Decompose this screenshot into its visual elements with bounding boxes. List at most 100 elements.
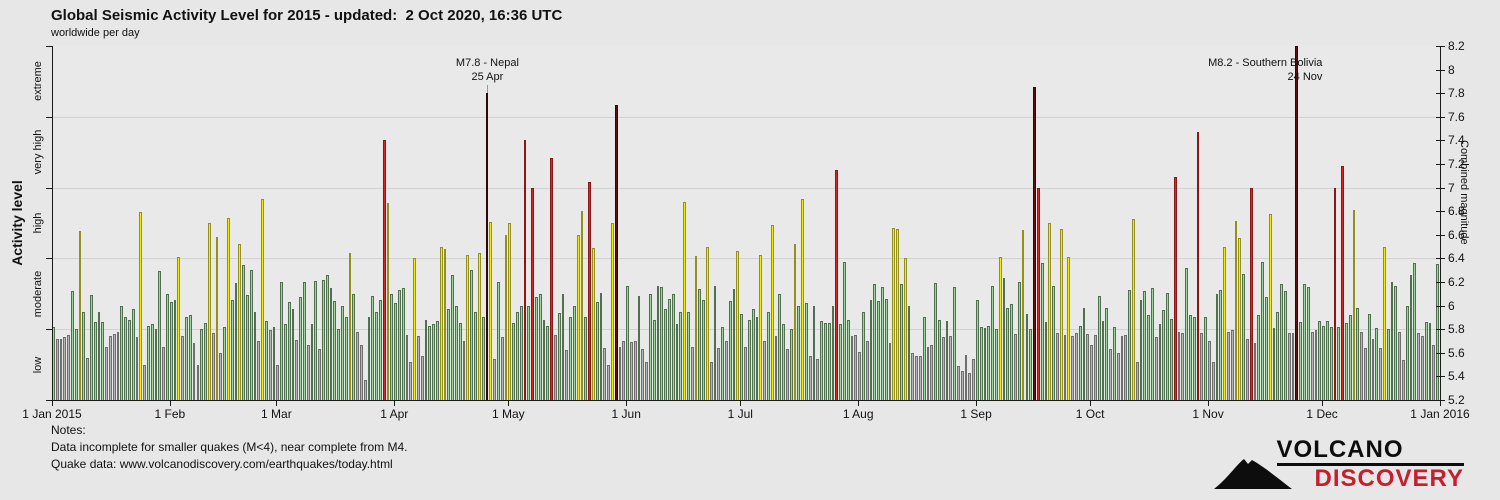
day-bar <box>211 332 215 400</box>
day-bar <box>1291 332 1295 400</box>
day-bar <box>687 311 690 400</box>
day-bar <box>1386 329 1390 400</box>
right-axis-tick <box>1436 93 1445 95</box>
day-bar <box>534 297 538 400</box>
day-bar <box>645 362 649 400</box>
day-bar <box>907 305 911 400</box>
day-bar <box>823 323 827 400</box>
day-bar <box>972 358 976 400</box>
day-bar <box>1196 132 1200 400</box>
day-bar <box>1413 263 1417 400</box>
day-bar <box>584 317 588 400</box>
day-bar <box>930 344 934 400</box>
day-bar <box>1135 362 1139 400</box>
right-axis-tick-label: 5.6 <box>1448 345 1465 360</box>
day-bar <box>291 309 295 400</box>
day-bar <box>1428 323 1432 400</box>
day-bar <box>527 305 531 400</box>
day-bar <box>1337 326 1341 400</box>
month-tick <box>394 400 396 406</box>
day-bar <box>78 231 82 400</box>
notes-heading: Notes: <box>51 423 86 437</box>
event-annotation: M7.8 - Nepal 25 Apr <box>455 57 519 83</box>
day-bar <box>656 285 660 400</box>
day-bar <box>318 349 321 400</box>
day-bar <box>880 286 884 400</box>
day-bar <box>124 317 128 400</box>
month-tick <box>1208 400 1210 406</box>
month-tick <box>52 400 53 406</box>
day-bar <box>394 303 398 400</box>
day-bar <box>261 199 264 400</box>
day-bar <box>580 211 584 400</box>
day-bar <box>915 356 919 400</box>
day-bar <box>55 338 59 400</box>
day-bar <box>523 140 527 400</box>
day-bar <box>698 289 702 400</box>
day-bar <box>74 329 78 400</box>
day-bar <box>1158 324 1162 400</box>
right-axis-tick-label: 8 <box>1448 62 1455 77</box>
day-bar <box>154 329 158 400</box>
activity-band-label: high <box>32 212 44 234</box>
left-axis-tick <box>46 400 52 401</box>
day-bar <box>1409 274 1413 400</box>
day-bar <box>588 181 591 400</box>
day-bar <box>553 335 557 400</box>
day-bar <box>725 341 728 400</box>
right-axis-tick-label: 6.2 <box>1448 275 1465 289</box>
left-axis-tick <box>46 46 52 47</box>
day-bar <box>1025 313 1029 400</box>
day-bar <box>1363 348 1367 400</box>
day-bar <box>302 282 306 400</box>
day-bar <box>519 305 523 400</box>
logo-volcano-text: VOLCANO <box>1276 438 1464 466</box>
day-bar <box>531 187 534 400</box>
day-bar <box>565 350 569 400</box>
month-label: 1 Nov <box>1192 407 1224 421</box>
logo-discovery-text: DISCOVERY <box>1314 465 1464 492</box>
day-bar <box>226 218 230 400</box>
day-bar <box>903 258 907 400</box>
day-bar <box>1367 313 1371 400</box>
day-bar <box>1055 332 1059 400</box>
chart-subtitle: worldwide per day <box>51 27 140 39</box>
day-bar <box>169 302 173 400</box>
day-bar <box>455 305 458 400</box>
day-bar <box>591 247 595 400</box>
grid-line <box>52 329 1440 331</box>
day-bar <box>1333 187 1337 400</box>
day-bar <box>462 341 466 400</box>
day-bar <box>181 336 185 400</box>
day-bar <box>1017 282 1021 400</box>
left-axis-title: Activity level <box>9 180 25 266</box>
right-axis-tick <box>1436 258 1445 260</box>
activity-band-label: low <box>32 356 44 373</box>
day-bar <box>1261 261 1265 400</box>
day-bar <box>1002 278 1006 400</box>
day-bar <box>496 282 500 400</box>
activity-band-label: moderate <box>32 270 44 318</box>
left-axis-line <box>52 46 53 401</box>
month-tick <box>1440 400 1441 406</box>
day-bar <box>401 287 405 400</box>
day-bar <box>432 324 436 400</box>
day-bar <box>1394 285 1398 400</box>
day-bar <box>253 311 257 400</box>
grid-line <box>52 258 1440 260</box>
day-bar <box>1185 267 1188 400</box>
day-bar <box>1268 213 1272 400</box>
day-bar <box>500 337 504 400</box>
day-bar <box>842 261 846 400</box>
day-bar <box>1170 318 1173 400</box>
day-bar <box>1162 310 1166 400</box>
day-bar <box>333 300 337 400</box>
day-bar <box>1379 348 1382 400</box>
day-bar <box>900 284 903 400</box>
day-bar <box>371 296 375 400</box>
day-bar <box>706 246 709 400</box>
right-axis-tick <box>1436 329 1445 331</box>
day-bar <box>569 317 572 400</box>
day-bar <box>379 299 382 400</box>
day-bar <box>337 329 340 400</box>
